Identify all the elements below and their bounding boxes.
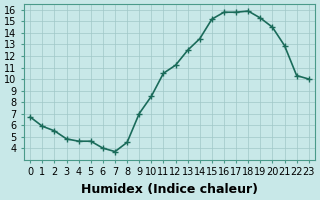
X-axis label: Humidex (Indice chaleur): Humidex (Indice chaleur) — [81, 183, 258, 196]
